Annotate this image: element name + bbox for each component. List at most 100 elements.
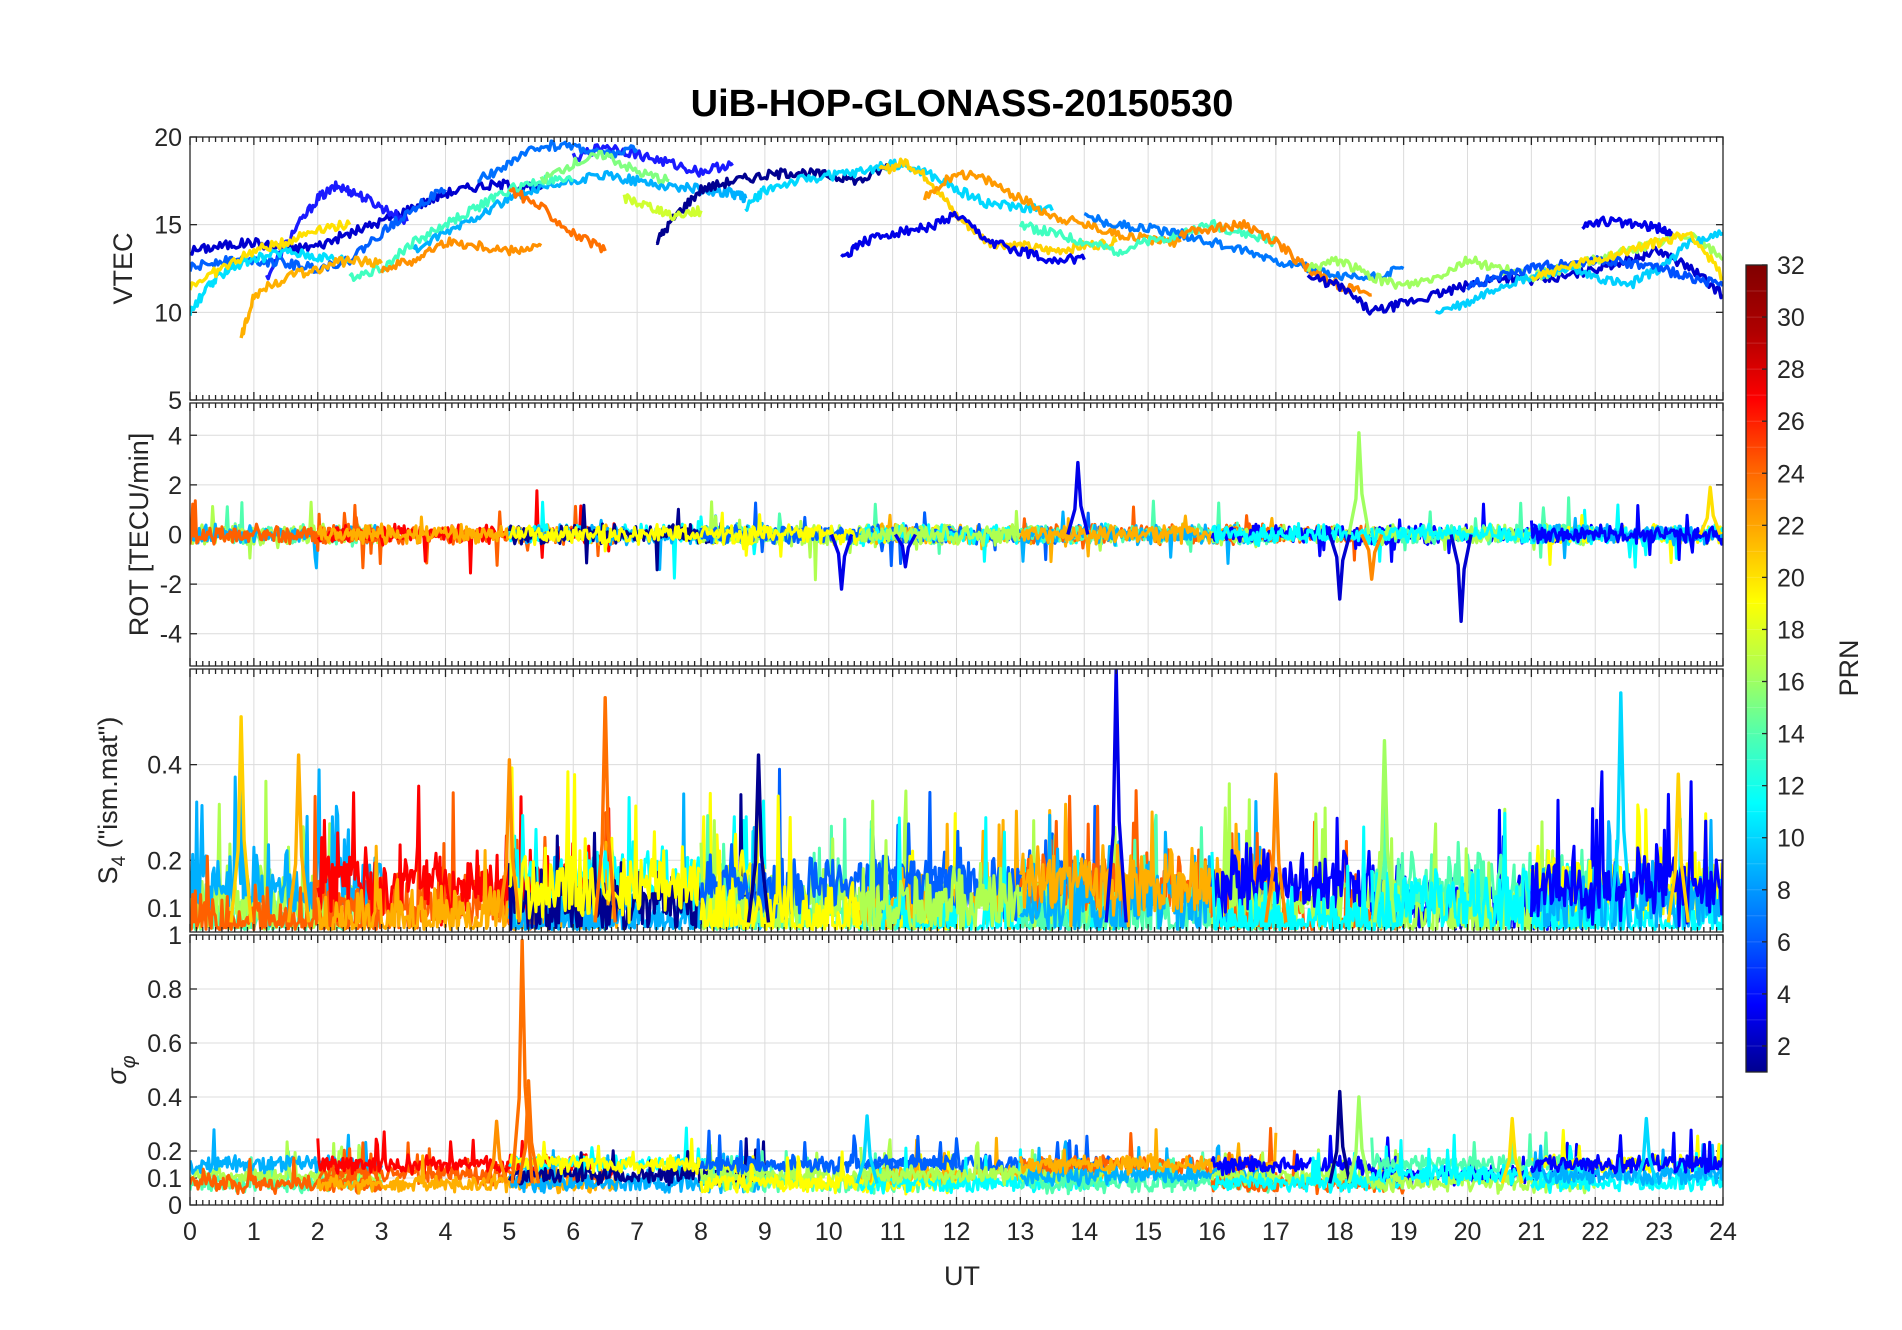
y-tick-label: 20: [154, 124, 182, 152]
x-tick-label: 16: [1198, 1218, 1226, 1246]
sigma_phi-spike: [1347, 1095, 1371, 1184]
s4-spike: [1372, 739, 1397, 923]
colorbar-tick-label: 12: [1777, 773, 1805, 801]
y-tick-label: 0.2: [147, 847, 182, 875]
colorbar-gradient: [1746, 265, 1767, 1072]
x-tick-label: 9: [758, 1218, 772, 1246]
colorbar-tick-label: 8: [1777, 877, 1791, 905]
x-tick-label: 21: [1517, 1218, 1545, 1246]
sigma_phi-spike: [1634, 1116, 1658, 1184]
s4-series-33: [1529, 818, 1723, 931]
colorbar-tick-label: 20: [1777, 564, 1805, 592]
s4-spike: [286, 753, 311, 923]
x-tick-label: 18: [1326, 1218, 1354, 1246]
rot-spike: [1360, 533, 1384, 581]
panel-rot: -4 -2 0 2 4 ROT [TECU/min]: [124, 402, 1724, 667]
y-tick-label: 0: [168, 522, 182, 550]
colorbar-tick-label: 22: [1777, 512, 1805, 540]
rot-spike: [1449, 534, 1473, 624]
sigma_phi-series-14: [699, 1150, 958, 1196]
x-tick-label: 10: [815, 1218, 843, 1246]
sigma_phi-spike: [1500, 1116, 1524, 1184]
vtec-series-prn-4: [571, 143, 734, 178]
colorbar-tick-label: 32: [1777, 252, 1805, 280]
y-axis-label: ROT [TECU/min]: [124, 433, 154, 637]
colorbar-tick-label: 10: [1777, 825, 1805, 853]
x-tick-label: 0: [183, 1218, 197, 1246]
vtec-series-prn-3: [840, 210, 1086, 265]
vtec-series-prn-12: [190, 246, 351, 317]
rot-spike: [1066, 460, 1090, 535]
y-tick-label: 0.4: [147, 752, 182, 780]
colorbar-tick-label: 2: [1777, 1033, 1791, 1061]
vtec-series-prn-23: [379, 236, 543, 274]
y-tick-label: 0.4: [147, 1084, 182, 1112]
s4-spike: [229, 715, 253, 923]
x-tick-label: 11: [880, 1218, 906, 1246]
sigma_phi-series-6: [316, 1154, 620, 1195]
x-tick-label: 4: [439, 1218, 453, 1246]
vtec-series-prn-4: [265, 180, 409, 281]
vtec-series-prn-14: [1018, 218, 1278, 257]
s4-spike: [746, 753, 771, 923]
s4-spike: [1609, 691, 1633, 923]
s4-spike: [593, 695, 617, 923]
y-tick-label: 5: [168, 387, 182, 415]
y-tick-label: 15: [154, 212, 182, 240]
x-tick-label: 8: [694, 1218, 708, 1246]
sigma_phi-spike: [484, 1119, 509, 1184]
colorbar-frame: [1745, 264, 1768, 1073]
sigma_phi-series-34: [1529, 1128, 1723, 1175]
colorbar-tick-label: 28: [1777, 356, 1805, 384]
colorbar-tick-label: 24: [1777, 460, 1805, 488]
colorbar-tick-label: 16: [1777, 669, 1805, 697]
s4-spike: [1104, 669, 1128, 923]
x-tick-label: 17: [1262, 1218, 1290, 1246]
panel-vtec: 5 10 15 20 VTEC: [108, 124, 1724, 415]
rot-series-18: [859, 509, 1118, 552]
s4-spike: [1666, 772, 1690, 923]
x-tick-label: 23: [1645, 1218, 1673, 1246]
chart-title: UiB-HOP-GLONASS-20150530: [691, 83, 1234, 125]
vtec-series-prn-12: [744, 158, 1054, 215]
plot-area: [190, 431, 1723, 624]
x-tick-label: 24: [1709, 1218, 1737, 1246]
y-tick-label: 10: [154, 299, 182, 327]
y-tick-label: 0.6: [147, 1030, 182, 1058]
vtec-series-prn-1: [655, 162, 895, 246]
x-tick-label: 15: [1134, 1218, 1162, 1246]
y-tick-label: 0.1: [147, 895, 182, 923]
x-tick-label: 7: [630, 1218, 644, 1246]
sigma_phi-series-28: [1370, 1131, 1597, 1175]
y-tick-label: 1: [168, 922, 182, 950]
x-tick-label: 13: [1006, 1218, 1034, 1246]
colorbar-label: PRN: [1834, 639, 1864, 696]
x-tick-label: 20: [1454, 1218, 1482, 1246]
y-tick-label: 0: [168, 1192, 182, 1220]
x-tick-label: 22: [1581, 1218, 1609, 1246]
sigma_phi-series-29: [1370, 1152, 1596, 1195]
y-tick-label: 4: [168, 422, 182, 450]
rot-spike: [1698, 485, 1722, 536]
rot-series-34: [1529, 504, 1723, 561]
vtec-series-prn-20: [190, 219, 352, 291]
x-tick-label: 6: [566, 1218, 580, 1246]
colorbar-tick-label: 30: [1777, 304, 1805, 332]
colorbar-tick-label: 14: [1777, 721, 1805, 749]
vtec-series-prn-16: [539, 149, 670, 185]
panel-s4: 0.1 0.2 0.4 S4 ("ism.mat"): [93, 668, 1724, 933]
x-tick-label: 3: [375, 1218, 389, 1246]
x-tick-label: 1: [247, 1218, 261, 1246]
x-tick-label: 12: [943, 1218, 971, 1246]
y-tick-label: 0.8: [147, 976, 182, 1004]
sigma_phi-spike: [516, 1079, 541, 1184]
vtec-series-prn-2: [190, 178, 543, 256]
x-axis-label: UT: [944, 1261, 980, 1291]
x-tick-label: 14: [1070, 1218, 1098, 1246]
vtec-series-prn-11: [1434, 229, 1723, 315]
sigma_phi-spike: [1328, 1089, 1352, 1184]
vtec-series-prn-24: [508, 187, 607, 254]
rot-spike: [1347, 431, 1371, 535]
